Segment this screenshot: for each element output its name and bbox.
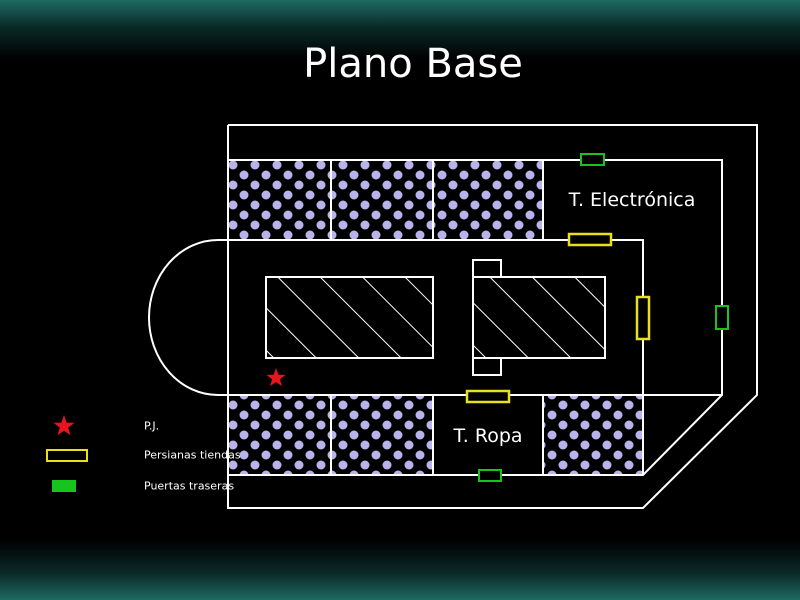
player-star-icon — [266, 368, 286, 387]
bottom-gradient — [0, 540, 800, 600]
legend-shutters-label: Persianas tiendas — [144, 448, 241, 462]
shutter-clothing — [465, 389, 511, 404]
door-swatch-icon — [52, 480, 76, 492]
island-left — [265, 276, 434, 359]
top-gradient — [0, 0, 800, 60]
shutter-electronics — [567, 232, 613, 247]
shutter-right — [635, 295, 651, 341]
legend-player: P.J. — [46, 415, 246, 437]
back-door-top — [580, 153, 605, 166]
shop-block-bottom-2 — [331, 395, 433, 475]
legend-shutters: Persianas tiendas — [46, 444, 246, 466]
shop-block-top-2 — [331, 160, 433, 240]
room-label-clothing: T. Ropa — [452, 425, 522, 447]
back-door-bottom — [478, 469, 502, 482]
star-icon — [53, 415, 75, 436]
legend-back-doors-label: Puertas traseras — [144, 479, 235, 493]
back-door-right — [715, 305, 729, 330]
walls — [148, 124, 758, 509]
shutter-swatch-icon — [46, 449, 88, 462]
legend-player-label: P.J. — [144, 419, 160, 433]
shop-block-bottom-3 — [543, 395, 643, 475]
shop-block-top-1 — [228, 160, 331, 240]
island-right — [472, 259, 606, 376]
room-label-electronics: T. Electrónica — [568, 189, 696, 211]
page-title: Plano Base — [303, 41, 523, 87]
shop-block-top-3 — [433, 160, 543, 240]
shop-block-bottom-1 — [228, 395, 331, 475]
legend-back-doors: Puertas traseras — [46, 475, 246, 497]
